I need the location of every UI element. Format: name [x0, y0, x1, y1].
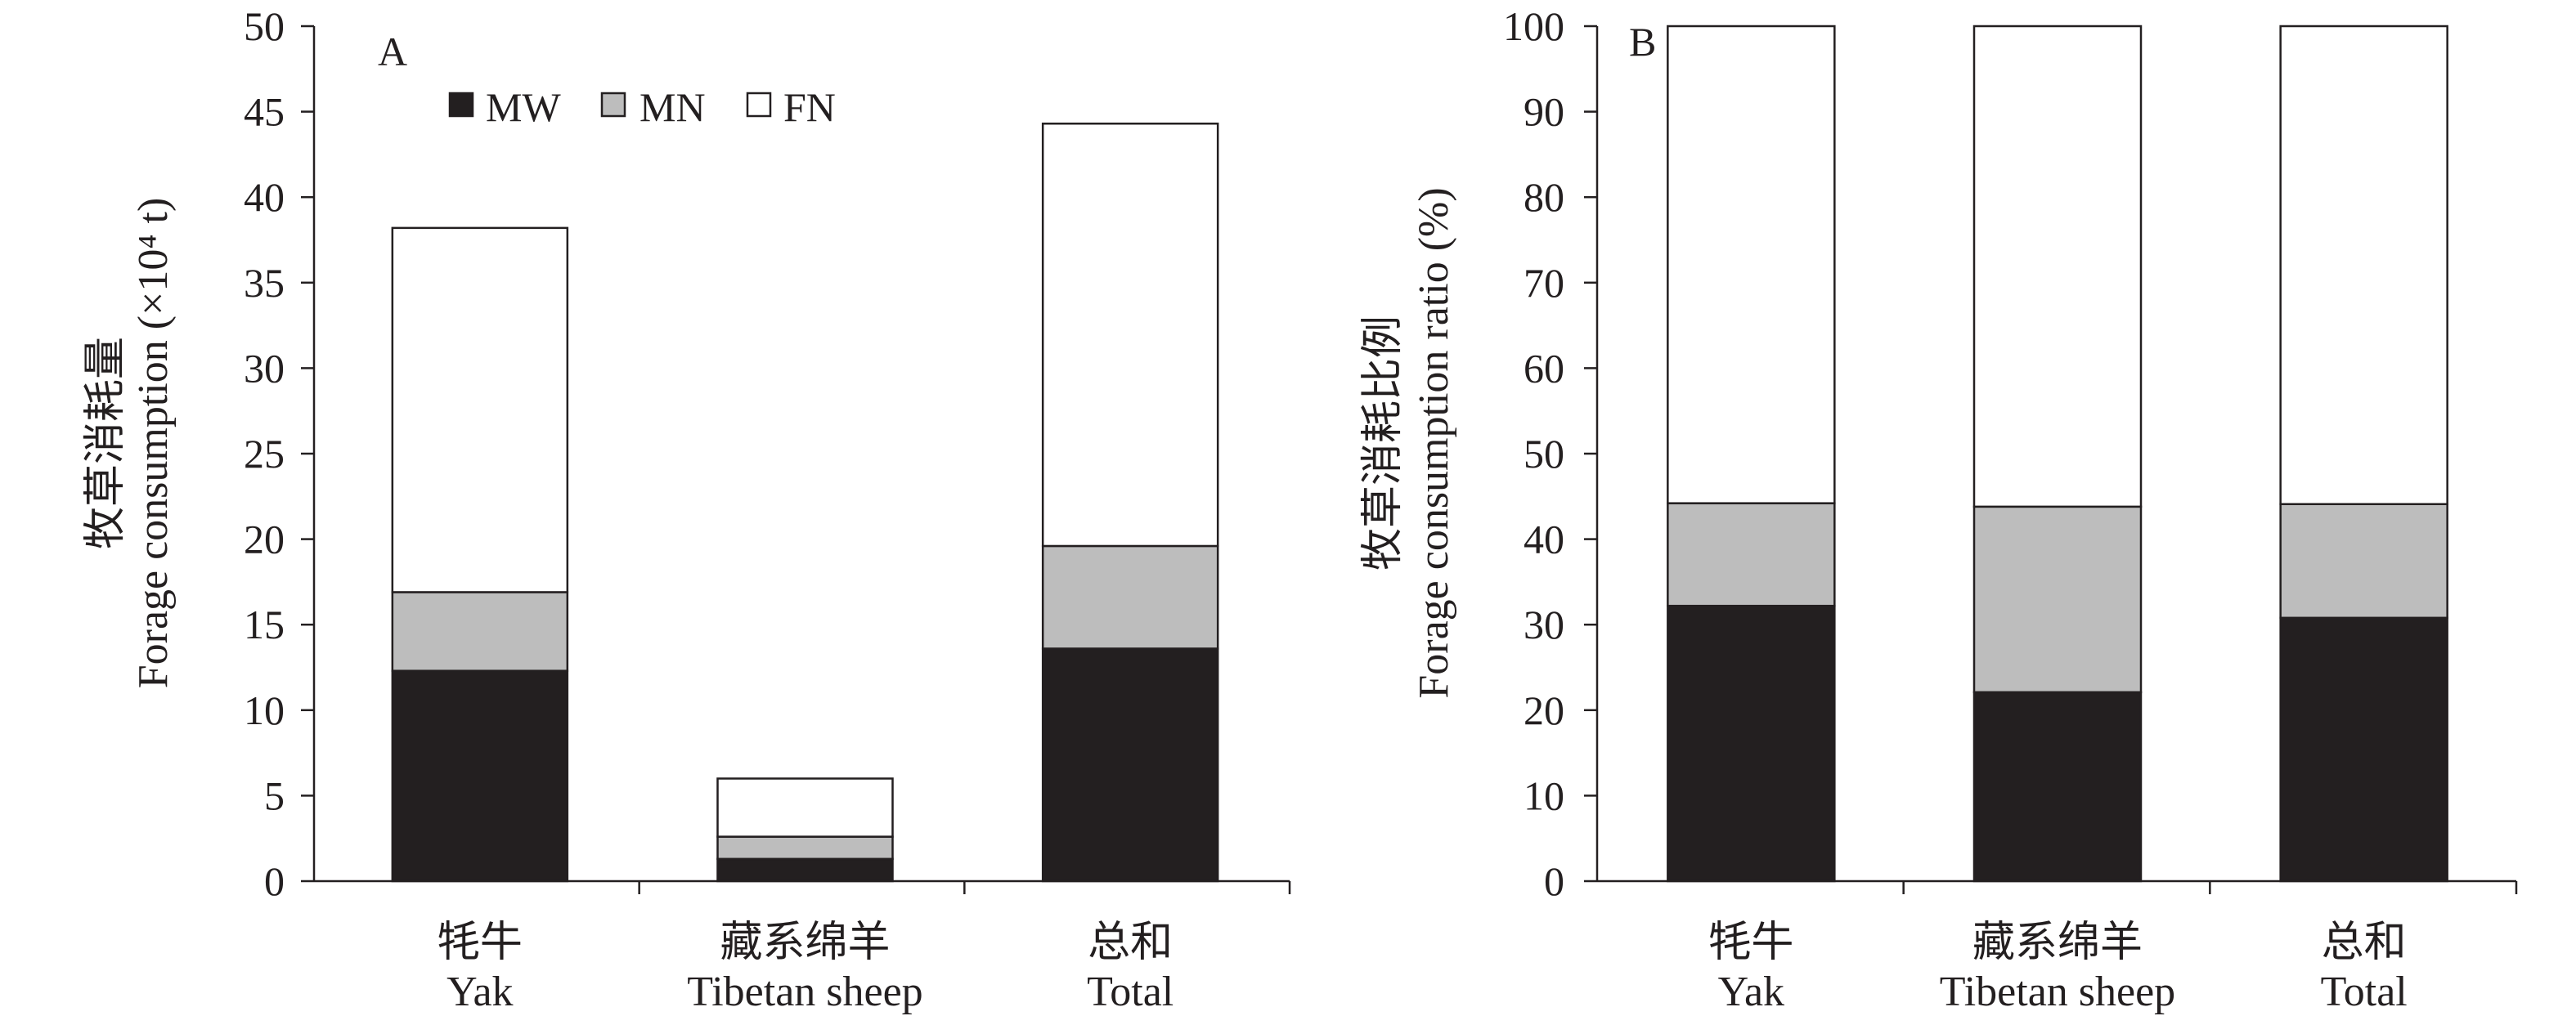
bar-b-tibetan-sheep-segment-3 [1972, 25, 2143, 508]
y-tick-label: 5 [264, 772, 285, 818]
bar-b-total-segment-2 [2279, 503, 2448, 620]
bar-a-total-fn [1041, 122, 1219, 548]
y-tick-label: 0 [1544, 858, 1564, 904]
y-tick-label: 35 [244, 260, 285, 306]
bar-b-tibetan-sheep-segment-2 [1972, 505, 2143, 694]
y-tick-label: 80 [1524, 174, 1564, 220]
category-label-zh-total: 总和 [2322, 920, 2407, 966]
y-tick-label: 50 [1524, 431, 1564, 477]
category-label-en-total: Total [2321, 969, 2408, 1015]
category-label-en-total: Total [1087, 969, 1174, 1015]
legend-swatch-fn [746, 92, 772, 118]
legend-label-mw: MW [486, 84, 561, 130]
bar-b-total-segment-3 [2279, 25, 2448, 505]
y-tick-label: 25 [244, 431, 285, 477]
y-tick-label: 20 [244, 517, 285, 562]
legend-label-fn: FN [783, 84, 836, 130]
legend: MW MN FN [448, 84, 836, 130]
category-label-zh-tibetan-sheep: 藏系绵羊 [720, 920, 890, 966]
bar-a-tibetan-sheep-fn [716, 777, 894, 838]
bar-a-yak-mw [391, 669, 569, 883]
y-tick-label: 50 [244, 3, 285, 49]
y-axis-title-en: Forage consumption (×10⁴ t) [130, 198, 177, 689]
y-tick-label: 40 [1524, 517, 1564, 562]
bar-b-total-segment-1 [2279, 616, 2448, 883]
y-tick-label: 60 [1524, 345, 1564, 391]
y-tick-label: 70 [1524, 260, 1564, 306]
y-tick-label: 40 [244, 174, 285, 220]
bar-b-yak-segment-1 [1667, 604, 1836, 883]
y-axis-title-zh: 牧草消耗比例 [1360, 316, 1407, 571]
category-label-zh-yak: 牦牛 [1708, 920, 1793, 966]
bar-a-tibetan-sheep-mn [716, 835, 894, 861]
bar-a-total-mn [1041, 544, 1219, 650]
y-tick-label: 100 [1503, 3, 1564, 49]
bar-a-yak-mn [391, 591, 569, 672]
y-tick-label: 20 [1524, 687, 1564, 733]
category-label-zh-tibetan-sheep: 藏系绵羊 [1972, 920, 2143, 966]
bar-a-tibetan-sheep-mw [716, 857, 894, 883]
category-label-zh-yak: 牦牛 [438, 920, 523, 966]
category-label-en-yak: Yak [447, 969, 513, 1015]
panel-label: B [1629, 19, 1656, 65]
category-label-zh-total: 总和 [1088, 920, 1173, 966]
category-label-en-tibetan-sheep: Tibetan sheep [1940, 969, 2175, 1015]
bar-b-yak-segment-2 [1667, 502, 1836, 607]
y-tick-label: 0 [264, 858, 285, 904]
category-label-en-yak: Yak [1718, 969, 1784, 1015]
y-tick-label: 30 [244, 345, 285, 391]
y-axis-title-en: Forage consumption ratio (%) [1411, 187, 1457, 698]
bar-a-total-mw [1041, 647, 1219, 883]
legend-swatch-mw [448, 92, 474, 118]
bar-b-tibetan-sheep-segment-1 [1972, 691, 2143, 883]
bar-a-yak-fn [391, 226, 569, 593]
category-label-en-tibetan-sheep: Tibetan sheep [687, 969, 922, 1015]
legend-swatch-mn [600, 92, 626, 118]
y-tick-label: 45 [244, 89, 285, 135]
y-tick-label: 15 [244, 602, 285, 647]
bar-b-yak-segment-3 [1667, 25, 1836, 504]
y-tick-label: 10 [1524, 772, 1564, 818]
legend-label-mn: MN [640, 84, 706, 130]
y-tick-label: 90 [1524, 89, 1564, 135]
panel-label: A [378, 29, 407, 74]
y-tick-label: 10 [244, 687, 285, 733]
y-axis-title-zh: 牧草消耗量 [83, 337, 129, 549]
y-tick-label: 30 [1524, 602, 1564, 647]
